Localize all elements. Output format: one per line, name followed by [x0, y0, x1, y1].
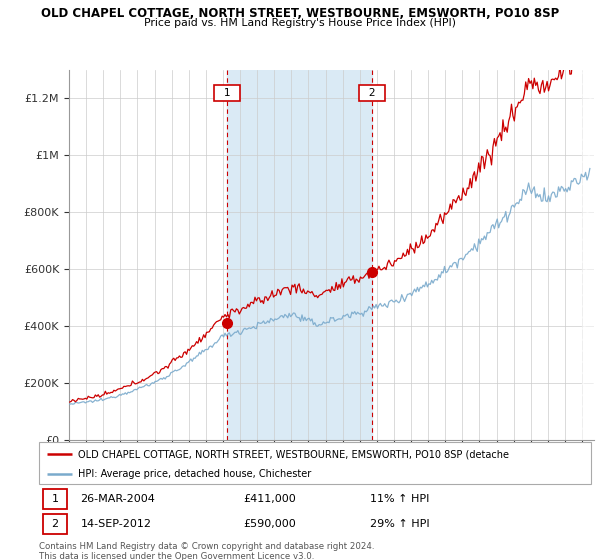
FancyBboxPatch shape	[43, 514, 67, 534]
Text: 11% ↑ HPI: 11% ↑ HPI	[370, 494, 430, 504]
FancyBboxPatch shape	[39, 442, 591, 484]
Text: OLD CHAPEL COTTAGE, NORTH STREET, WESTBOURNE, EMSWORTH, PO10 8SP: OLD CHAPEL COTTAGE, NORTH STREET, WESTBO…	[41, 7, 559, 20]
Bar	[227, 70, 372, 440]
Text: 29% ↑ HPI: 29% ↑ HPI	[370, 519, 430, 529]
Text: £590,000: £590,000	[243, 519, 296, 529]
Text: 26-MAR-2004: 26-MAR-2004	[80, 494, 155, 504]
Text: Price paid vs. HM Land Registry's House Price Index (HPI): Price paid vs. HM Land Registry's House …	[144, 18, 456, 29]
Text: HPI: Average price, detached house, Chichester: HPI: Average price, detached house, Chic…	[77, 469, 311, 479]
Text: 1: 1	[52, 494, 59, 504]
Text: 1: 1	[217, 88, 237, 98]
Text: 2: 2	[52, 519, 59, 529]
Text: 2: 2	[362, 88, 382, 98]
Text: £411,000: £411,000	[243, 494, 296, 504]
Text: OLD CHAPEL COTTAGE, NORTH STREET, WESTBOURNE, EMSWORTH, PO10 8SP (detache: OLD CHAPEL COTTAGE, NORTH STREET, WESTBO…	[77, 449, 509, 459]
FancyBboxPatch shape	[43, 489, 67, 509]
Text: 14-SEP-2012: 14-SEP-2012	[80, 519, 151, 529]
Bar	[582, 70, 599, 440]
Text: Contains HM Land Registry data © Crown copyright and database right 2024.
This d: Contains HM Land Registry data © Crown c…	[39, 542, 374, 560]
